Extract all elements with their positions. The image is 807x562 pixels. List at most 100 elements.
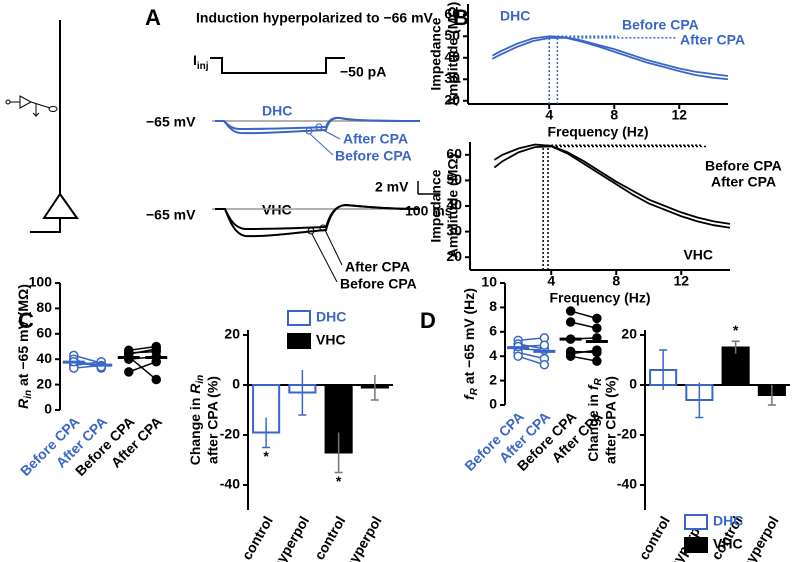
y-tick-label: 50 — [446, 171, 462, 187]
data-point — [151, 374, 161, 385]
legend-label: VHC — [713, 536, 743, 552]
x-tick-label: control — [635, 513, 673, 562]
y-tick-label: 0 — [629, 376, 637, 392]
y-tick-label: 0 — [489, 396, 497, 412]
pair-line — [128, 361, 157, 373]
y-tick-label: -20 — [220, 426, 240, 442]
y-axis-title-part: at −65 mV (Hz) — [461, 288, 477, 388]
data-point — [539, 359, 550, 370]
y-axis-title: Amplitude (MΩ) — [445, 2, 461, 107]
y-tick-label: 4 — [489, 347, 497, 363]
y-tick-label: 0 — [232, 376, 240, 392]
panel-letter: B — [453, 5, 469, 30]
data-point — [124, 367, 134, 377]
legend-swatch — [684, 514, 708, 530]
y-axis-title: Change in fR — [585, 378, 604, 462]
y-tick-label: 60 — [444, 5, 460, 21]
y-tick-label: 20 — [444, 91, 460, 107]
chart-title: VHC — [683, 247, 713, 263]
y-axis-title-part: Change in — [585, 390, 601, 462]
trace-label: After CPA — [345, 259, 410, 275]
y-tick-label: 40 — [36, 350, 52, 366]
scale-label: 2 mV — [375, 179, 409, 195]
trace-label: Before CPA — [340, 276, 417, 292]
impedance-curve — [491, 35, 729, 77]
data-point — [592, 356, 602, 366]
y-axis-title-part: in — [195, 375, 206, 384]
y-tick-label: -40 — [617, 476, 637, 492]
x-tick-label: 4 — [547, 273, 555, 289]
y-tick-label: 10 — [481, 274, 497, 290]
legend-label: After CPA — [680, 32, 745, 48]
significance: * — [336, 473, 342, 489]
resting-potential: −65 mV — [146, 207, 196, 223]
data-point — [592, 323, 602, 333]
resting-potential: −65 mV — [146, 114, 196, 130]
data-point — [592, 313, 602, 324]
data-point — [592, 345, 602, 355]
y-tick-label: -20 — [617, 426, 637, 442]
trace-label: DHC — [262, 103, 292, 119]
callout-marker — [319, 224, 327, 232]
panel-letter: D — [420, 308, 436, 333]
current-symbol: I — [193, 52, 197, 68]
y-axis-title-part: Change in — [187, 394, 203, 466]
pair-line — [128, 356, 157, 381]
y-tick-label: -40 — [220, 476, 240, 492]
data-point — [124, 348, 134, 358]
y-tick-label: 100 — [29, 274, 53, 290]
y-tick-label: 80 — [36, 299, 52, 315]
legend-label: After CPA — [711, 174, 776, 190]
y-tick-label: 6 — [489, 323, 497, 339]
callout-line — [309, 133, 334, 156]
impedance-curve — [493, 143, 731, 225]
callout-line — [311, 233, 338, 283]
legend-label: DHC — [316, 309, 346, 325]
y-axis-title-part: f — [461, 394, 477, 400]
y-tick-label: 20 — [446, 248, 462, 264]
y-axis-title: Impedance — [428, 169, 444, 242]
y-axis-title: Change in Rin — [187, 375, 206, 466]
significance: * — [733, 322, 739, 338]
x-tick-label: 8 — [610, 107, 618, 123]
current-label: Iinj — [193, 52, 209, 72]
y-tick-label: 2 — [489, 371, 497, 387]
y-tick-label: 60 — [446, 146, 462, 162]
y-axis-title-part: R — [187, 383, 203, 394]
trace-label: Before CPA — [335, 148, 412, 164]
y-tick-label: 20 — [621, 326, 637, 342]
x-tick-label: 8 — [612, 273, 620, 289]
y-tick-label: 40 — [446, 197, 462, 213]
y-tick-label: 8 — [489, 298, 497, 314]
data-point — [565, 351, 576, 361]
scale-label: 100 ms — [405, 203, 453, 219]
data-point — [513, 351, 523, 361]
data-point — [539, 340, 550, 350]
trace-after — [215, 116, 421, 131]
impedance-curve — [491, 36, 729, 81]
legend-label: DHC — [713, 513, 743, 529]
impedance-curve — [493, 145, 731, 229]
callout-marker — [305, 127, 313, 135]
panel-letter: C — [18, 308, 34, 333]
y-tick-label: 30 — [444, 70, 460, 86]
y-tick-label: 0 — [44, 401, 52, 417]
callout-line — [320, 128, 341, 140]
y-axis-title-part: R — [469, 387, 480, 395]
legend-label: Before CPA — [622, 17, 699, 33]
y-axis-title: Impedance — [428, 17, 444, 90]
x-axis-title: Frequency (Hz) — [549, 290, 650, 306]
axon — [30, 218, 61, 233]
legend-swatch — [287, 310, 311, 326]
soma — [42, 192, 79, 219]
y-tick-label: 50 — [444, 27, 460, 43]
neuron-schematic — [5, 20, 79, 233]
current-subscript: inj — [197, 61, 209, 72]
electrode — [5, 95, 58, 118]
legend-label: VHC — [316, 332, 346, 348]
panel-title: Induction hyperpolarized to −66 mV — [196, 10, 434, 26]
callout-marker — [307, 227, 315, 235]
y-tick-label: 20 — [36, 375, 52, 391]
legend-swatch — [287, 333, 311, 349]
